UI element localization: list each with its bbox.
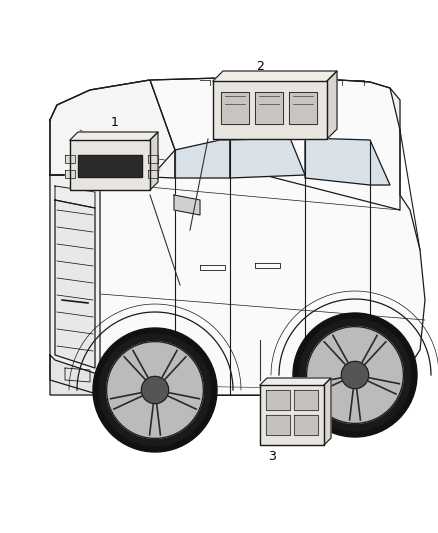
Circle shape (93, 328, 217, 452)
Polygon shape (50, 355, 175, 395)
Circle shape (99, 334, 211, 446)
Circle shape (141, 376, 169, 403)
Polygon shape (230, 138, 305, 178)
Polygon shape (148, 170, 158, 178)
Polygon shape (266, 390, 290, 410)
Polygon shape (213, 81, 327, 139)
Polygon shape (50, 80, 175, 178)
Polygon shape (260, 385, 324, 445)
Polygon shape (294, 415, 318, 435)
Polygon shape (65, 155, 75, 163)
Circle shape (106, 342, 203, 438)
Polygon shape (213, 71, 337, 81)
Polygon shape (70, 132, 158, 140)
Polygon shape (65, 170, 75, 178)
Polygon shape (266, 415, 290, 435)
Polygon shape (327, 71, 337, 139)
Polygon shape (50, 175, 100, 395)
Polygon shape (260, 378, 331, 385)
Polygon shape (221, 92, 249, 124)
Polygon shape (55, 200, 95, 368)
Circle shape (299, 319, 411, 431)
Polygon shape (289, 92, 317, 124)
Polygon shape (305, 138, 390, 185)
Polygon shape (174, 195, 200, 215)
Text: 2: 2 (256, 60, 264, 72)
Circle shape (293, 313, 417, 437)
Polygon shape (50, 78, 425, 395)
Polygon shape (55, 186, 95, 208)
Circle shape (341, 361, 369, 389)
Polygon shape (148, 155, 158, 163)
Circle shape (307, 327, 403, 423)
Polygon shape (50, 80, 175, 178)
Polygon shape (50, 78, 400, 210)
Text: 1: 1 (111, 116, 119, 128)
Polygon shape (294, 390, 318, 410)
Polygon shape (78, 155, 142, 177)
Polygon shape (70, 140, 150, 190)
Polygon shape (324, 378, 331, 445)
Polygon shape (255, 92, 283, 124)
Polygon shape (175, 140, 230, 178)
Text: 3: 3 (268, 450, 276, 464)
Polygon shape (150, 132, 158, 190)
